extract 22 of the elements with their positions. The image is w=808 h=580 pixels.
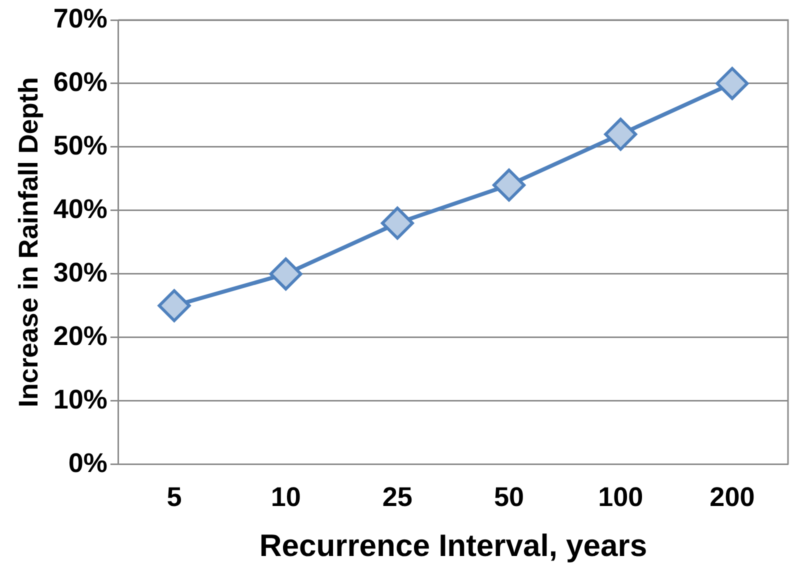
- x-axis-title: Recurrence Interval, years: [259, 528, 648, 563]
- x-tick-label: 25: [382, 482, 412, 512]
- x-tick-label: 50: [494, 482, 524, 512]
- y-tick-label: 30%: [53, 257, 108, 288]
- y-tick-label: 50%: [53, 130, 108, 160]
- x-tick-label: 100: [598, 482, 644, 512]
- point: [158, 289, 191, 322]
- x-tick-label: 5: [166, 482, 182, 512]
- y-tick-label: 0%: [68, 448, 108, 478]
- y-tick-label: 70%: [53, 3, 108, 34]
- y-tick-label: 60%: [53, 66, 108, 97]
- point: [604, 118, 638, 151]
- y-tick-label: 40%: [53, 194, 108, 224]
- point: [716, 66, 749, 100]
- x-tick-label: 200: [710, 482, 755, 512]
- y-tick-label: 20%: [53, 320, 108, 351]
- point: [380, 206, 414, 240]
- y-axis-title: Increase in Rainfall Depth: [14, 77, 44, 408]
- point: [269, 257, 302, 290]
- y-tick-label: 10%: [53, 384, 108, 414]
- point: [492, 168, 526, 202]
- x-tick-label: 10: [270, 482, 301, 512]
